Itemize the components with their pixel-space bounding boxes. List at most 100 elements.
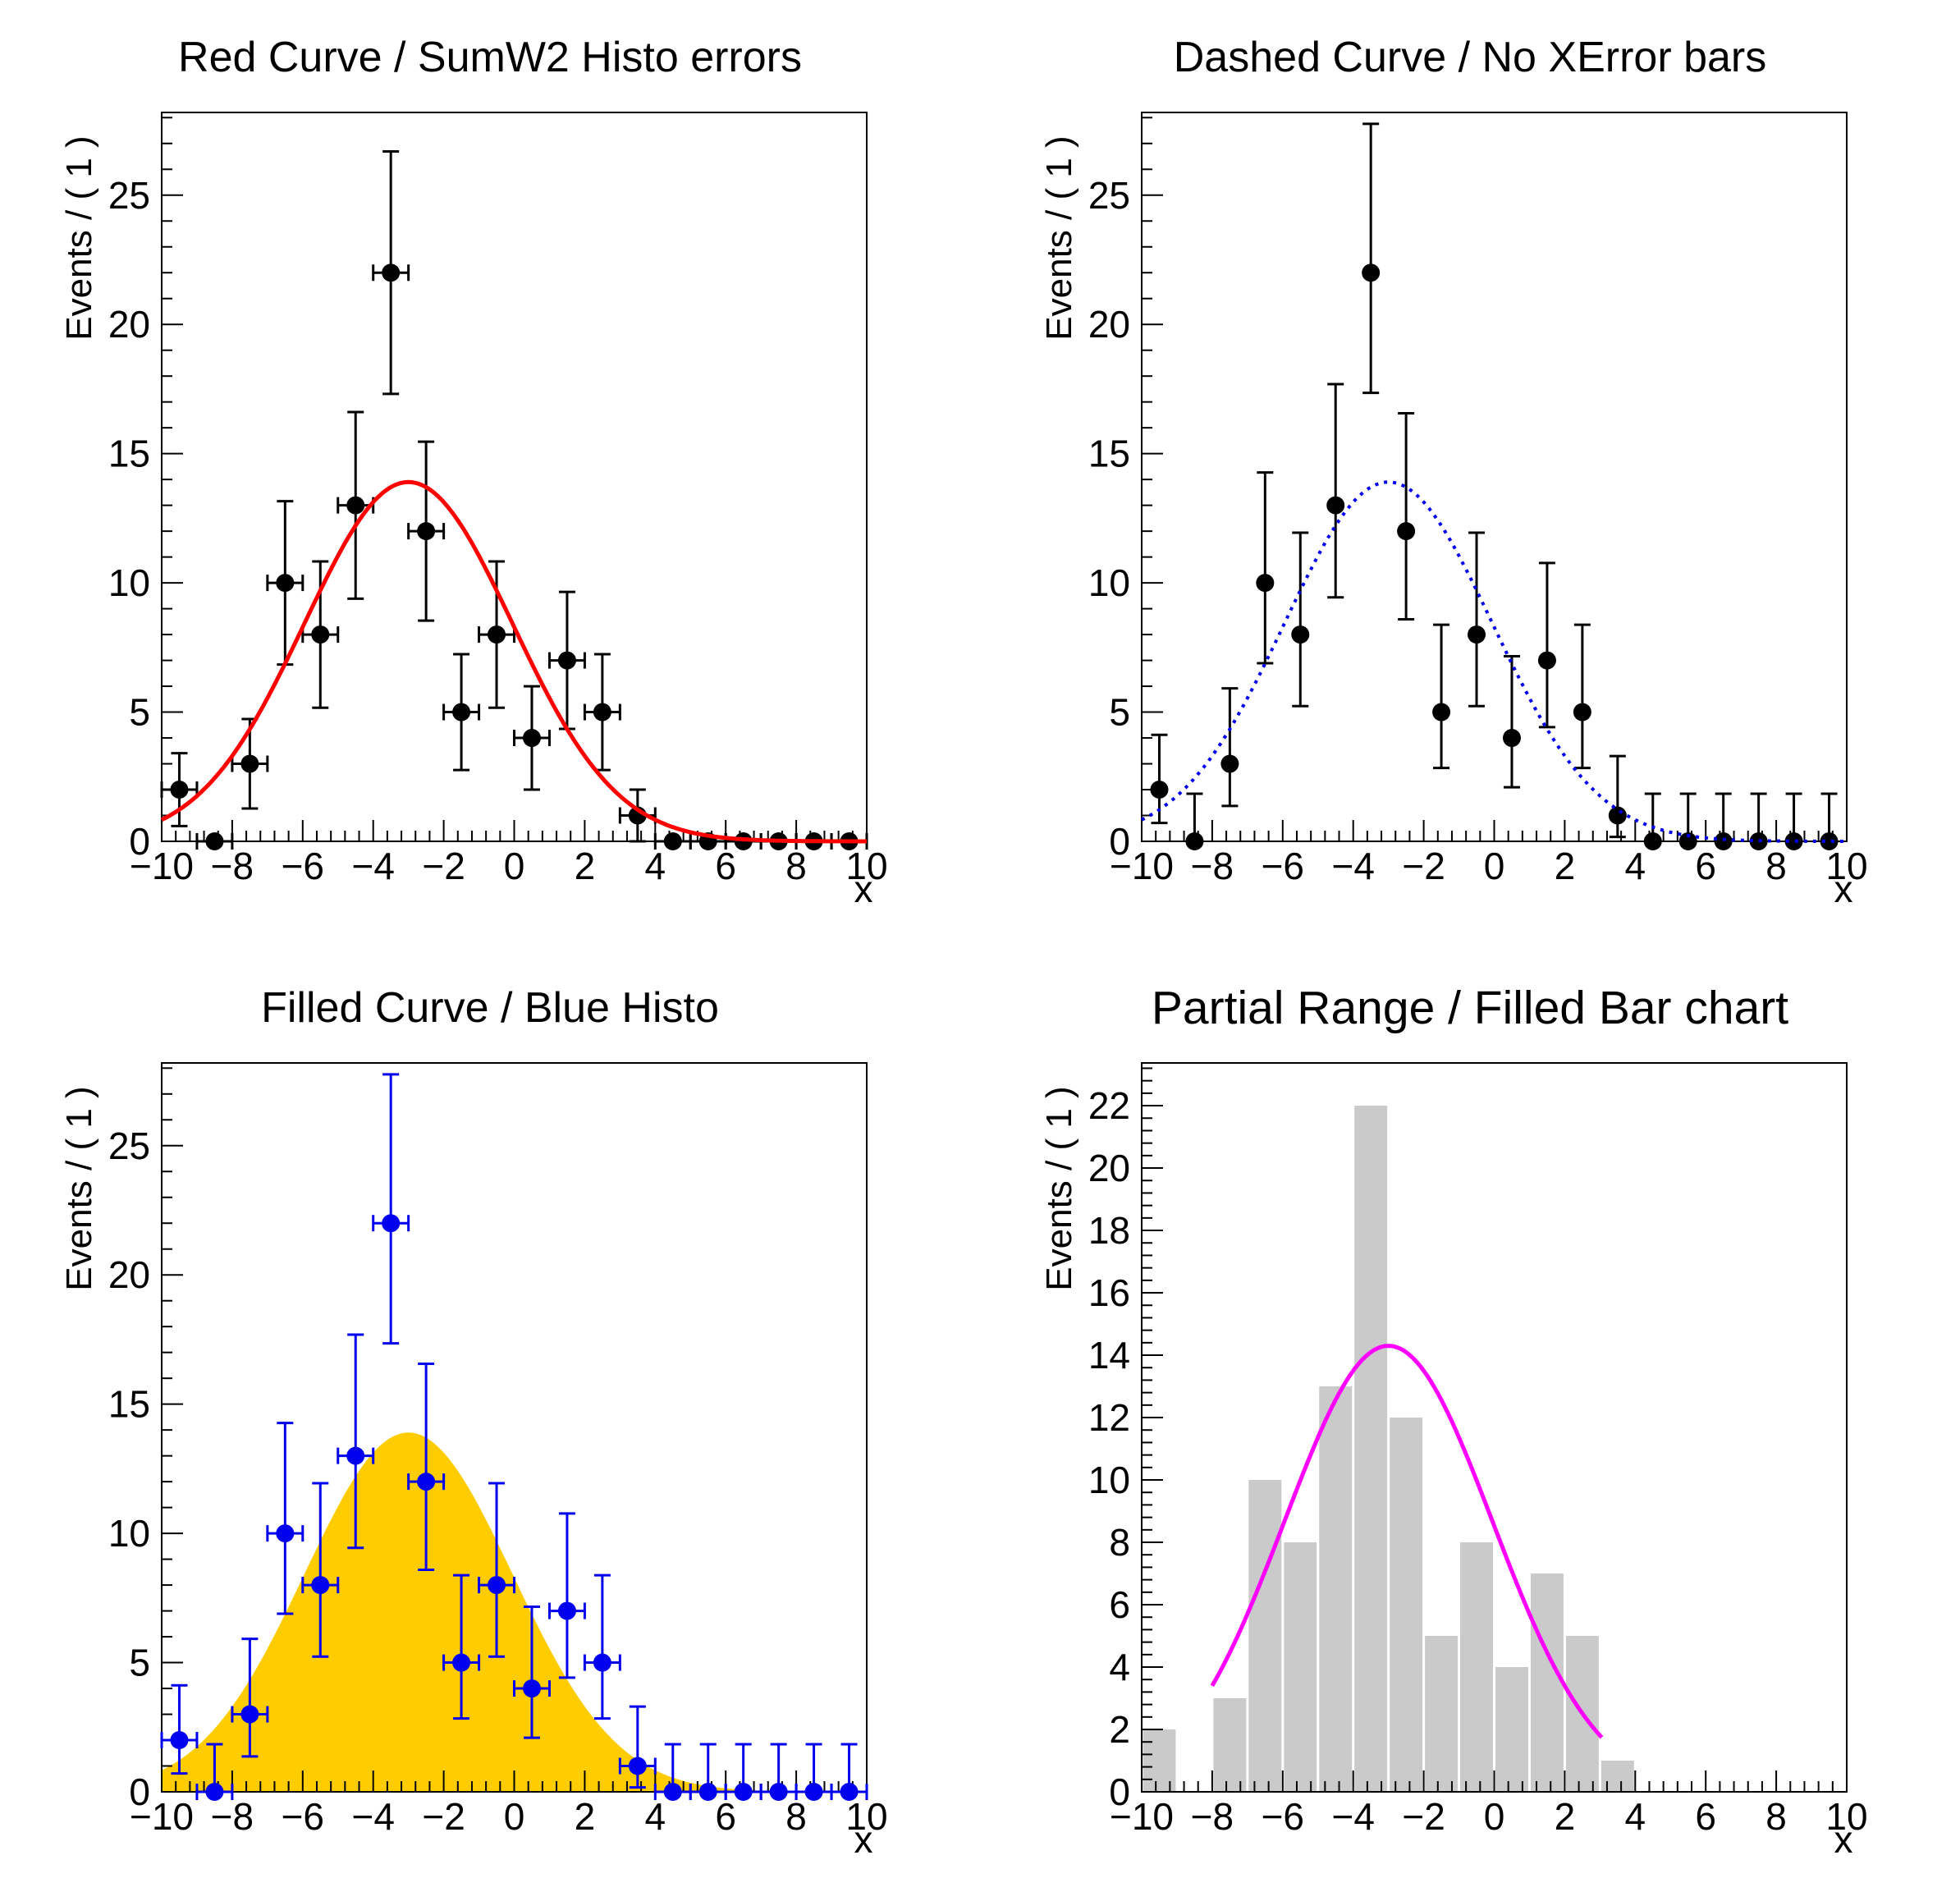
x-tick-label: 4 — [645, 845, 666, 887]
y-tick-label: 20 — [108, 303, 150, 346]
data-point — [170, 781, 189, 799]
data-point — [1820, 832, 1839, 850]
x-tick-label: −4 — [1331, 1795, 1374, 1838]
x-tick-label: 0 — [504, 1795, 525, 1838]
x-tick-label: −2 — [1402, 1795, 1445, 1838]
data-point — [452, 1653, 471, 1672]
x-tick-label: 0 — [504, 845, 525, 887]
data-point — [557, 651, 576, 670]
x-tick-label: 4 — [645, 1795, 666, 1838]
pad-filled-blue: Filled Curve / Blue Histo Events / ( 1 )… — [0, 950, 980, 1901]
x-tick-label: −4 — [351, 845, 394, 887]
x-tick-label: 2 — [575, 845, 596, 887]
y-tick-label: 8 — [1109, 1521, 1130, 1564]
y-tick-label: 10 — [1088, 1459, 1130, 1501]
histogram-bar — [1601, 1761, 1634, 1792]
data-point — [663, 832, 682, 850]
data-point — [769, 1783, 788, 1801]
data-point — [593, 703, 611, 721]
data-point — [1185, 832, 1204, 850]
y-tick-label: 0 — [129, 1770, 150, 1813]
x-tick-label: 6 — [1695, 1795, 1716, 1838]
plot-canvas-filled-blue: −10 −8 −6 −4 −2 0 2 4 6 8 10 0 5 10 15 20 25 — [108, 1062, 888, 1838]
y-tick-label: 15 — [108, 1383, 150, 1426]
model-curve — [1141, 480, 1847, 843]
y-tick-label: 6 — [1109, 1583, 1130, 1626]
plot-frame — [1141, 112, 1848, 842]
x-tick-label: 8 — [1765, 845, 1787, 887]
data-point — [311, 1576, 330, 1595]
x-axis-title: x — [854, 868, 873, 910]
x-tick-label: 0 — [1484, 845, 1505, 887]
x-tick-label: −8 — [211, 845, 254, 887]
data-point — [1256, 574, 1275, 593]
data-point — [452, 703, 471, 721]
x-tick-label: 2 — [1555, 1795, 1576, 1838]
x-tick-label: 2 — [575, 1795, 596, 1838]
plot-canvas-red-sumw2: −10 −8 −6 −4 −2 0 2 4 6 8 10 0 5 10 15 20 25 — [108, 112, 888, 887]
x-tick-label: −10 — [1110, 1795, 1174, 1838]
data-point — [1608, 806, 1627, 825]
data-point — [417, 522, 436, 541]
histogram-bar — [1284, 1542, 1317, 1792]
x-tick-label: −2 — [422, 1795, 465, 1838]
histogram-bar — [1530, 1573, 1564, 1792]
pad-red-sumw2: Red Curve / SumW2 Histo errors Events / … — [0, 0, 980, 950]
x-tick-label: 6 — [1695, 845, 1716, 887]
x-tick-label: 0 — [1484, 1795, 1505, 1838]
x-tick-label: −4 — [351, 1795, 394, 1838]
data-point — [804, 1783, 823, 1801]
data-point — [1714, 832, 1733, 850]
y-tick-label: 25 — [108, 174, 150, 217]
histogram-bar — [1213, 1698, 1247, 1792]
data-point — [205, 832, 224, 850]
histogram-bar — [1495, 1667, 1528, 1792]
data-point — [240, 1705, 259, 1724]
x-tick-label: −8 — [1191, 845, 1234, 887]
data-point — [276, 1524, 295, 1543]
histogram-bar — [1390, 1418, 1423, 1792]
y-tick-label: 5 — [129, 1642, 150, 1684]
x-tick-label: −10 — [130, 1795, 194, 1838]
data-point — [311, 625, 330, 644]
x-tick-label: 8 — [785, 1795, 807, 1838]
pad-title: Filled Curve / Blue Histo — [261, 984, 719, 1032]
y-tick-label: 10 — [1088, 561, 1130, 604]
data-point — [698, 1783, 717, 1801]
data-point — [276, 574, 295, 593]
data-point — [240, 754, 259, 773]
model-curve-fill — [162, 1432, 867, 1792]
x-tick-label: 4 — [1625, 845, 1646, 887]
pad-title: Partial Range / Filled Bar chart — [1151, 982, 1789, 1034]
data-point — [1573, 703, 1591, 721]
data-point — [522, 729, 541, 748]
y-tick-label: 5 — [1109, 691, 1130, 734]
y-tick-label: 14 — [1088, 1334, 1130, 1377]
x-axis-title: x — [1834, 868, 1853, 910]
y-tick-label: 4 — [1109, 1646, 1130, 1688]
x-tick-label: 4 — [1625, 1795, 1646, 1838]
x-tick-label: −6 — [282, 845, 324, 887]
pad-partial-bar: Partial Range / Filled Bar chart Events … — [980, 950, 1960, 1901]
histogram-bar — [1425, 1636, 1459, 1792]
x-tick-label: 2 — [1555, 845, 1576, 887]
plot-canvas-partial-bar: −10 −8 −6 −4 −2 0 2 4 6 8 10 0 2 4 6 8 10 12 14 16 18 20 22 — [1088, 1062, 1868, 1838]
x-tick-label: −6 — [282, 1795, 324, 1838]
x-tick-label: −4 — [1331, 845, 1374, 887]
y-tick-label: 2 — [1109, 1708, 1130, 1751]
data-point — [557, 1601, 576, 1620]
x-tick-label: −2 — [422, 845, 465, 887]
pad-title: Red Curve / SumW2 Histo errors — [178, 34, 802, 81]
data-point — [488, 1576, 506, 1595]
data-point — [1326, 496, 1345, 515]
histogram-bar — [1460, 1542, 1493, 1792]
histogram-bar — [1143, 1729, 1176, 1792]
y-tick-label: 16 — [1088, 1271, 1130, 1314]
data-point — [663, 1783, 682, 1801]
pad-title: Dashed Curve / No XError bars — [1173, 34, 1767, 81]
x-tick-label: 10 — [1825, 845, 1867, 887]
data-point — [1362, 263, 1381, 282]
histogram-bar — [1319, 1386, 1353, 1792]
data-point — [1784, 832, 1803, 850]
